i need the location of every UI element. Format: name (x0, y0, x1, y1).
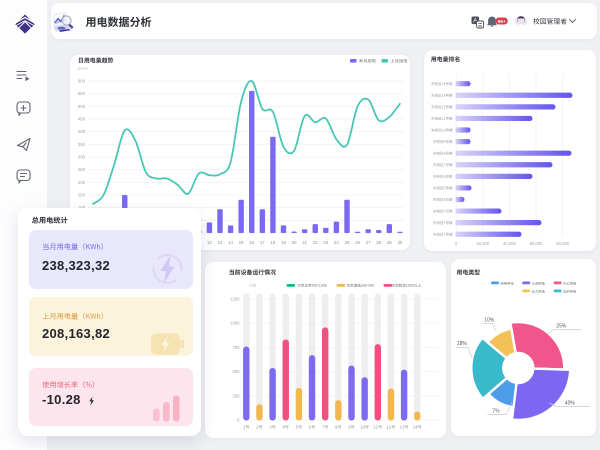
svg-text:28: 28 (376, 240, 381, 245)
svg-text:0: 0 (455, 241, 458, 246)
svg-text:500: 500 (232, 369, 240, 374)
svg-text:27: 27 (366, 240, 371, 245)
svg-text:0: 0 (237, 418, 240, 423)
svg-text:550: 550 (78, 91, 86, 96)
svg-text:600: 600 (78, 79, 86, 84)
svg-text:22: 22 (313, 240, 318, 245)
svg-text:350: 350 (78, 142, 86, 147)
svg-text:(kwh): (kwh) (78, 66, 88, 71)
svg-text:23: 23 (323, 240, 328, 245)
svg-text:14: 14 (228, 240, 233, 245)
svg-text:29: 29 (387, 240, 392, 245)
svg-text:25%: 25% (556, 324, 567, 330)
svg-text:450: 450 (78, 117, 86, 122)
svg-text:16: 16 (249, 240, 254, 245)
svg-text:12: 12 (207, 240, 212, 245)
svg-text:15: 15 (239, 240, 244, 245)
svg-text:19: 19 (281, 240, 286, 245)
svg-text:17: 17 (260, 240, 265, 245)
svg-text:99+: 99+ (498, 19, 506, 24)
svg-text:100: 100 (78, 205, 86, 210)
svg-text:750: 750 (232, 345, 240, 350)
svg-text:60,000: 60,000 (556, 241, 569, 246)
svg-text:A: A (473, 19, 477, 25)
svg-text:250: 250 (232, 393, 240, 398)
svg-text:60,000: 60,000 (530, 241, 543, 246)
svg-text:30: 30 (398, 240, 403, 245)
svg-text:21: 21 (302, 240, 307, 245)
svg-text:200: 200 (78, 180, 86, 185)
svg-text:1000: 1000 (230, 321, 240, 326)
svg-text:1250: 1250 (230, 297, 240, 302)
svg-text:40%: 40% (564, 401, 575, 407)
svg-text:7%: 7% (492, 409, 500, 415)
svg-text:18: 18 (271, 240, 276, 245)
svg-text:500: 500 (78, 104, 86, 109)
svg-text:20: 20 (292, 240, 297, 245)
svg-text:250: 250 (78, 167, 86, 172)
svg-text:300: 300 (78, 155, 86, 160)
svg-text:40,000: 40,000 (503, 241, 516, 246)
svg-text:26: 26 (355, 240, 360, 245)
svg-text:13: 13 (218, 240, 223, 245)
svg-text:18%: 18% (456, 341, 467, 347)
svg-text:400: 400 (78, 129, 86, 134)
svg-text:25: 25 (345, 240, 350, 245)
svg-text:20,000: 20,000 (476, 241, 489, 246)
svg-text:10%: 10% (484, 318, 495, 324)
svg-text:24: 24 (334, 240, 339, 245)
svg-text:150: 150 (78, 193, 86, 198)
